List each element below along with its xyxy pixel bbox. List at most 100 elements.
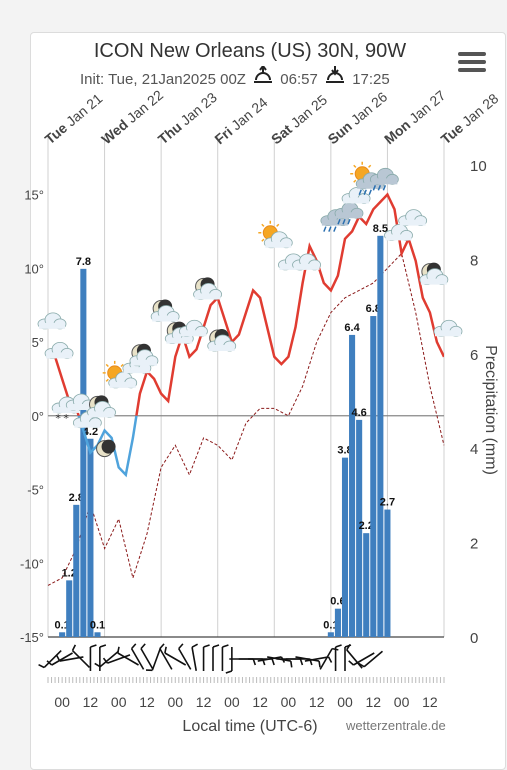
precip-bar [341, 457, 349, 637]
barb-feather [318, 660, 321, 668]
day-label-text: Fri Jan 24 [211, 94, 270, 147]
sun-cloud-icon [258, 220, 293, 249]
rain-drop [323, 226, 327, 232]
day-label-text: Mon Jan 27 [381, 87, 449, 147]
day-label: Tue Jan 21 [42, 90, 106, 147]
menu-bar [458, 52, 486, 56]
wind-barb [191, 643, 199, 671]
cloud-base [194, 293, 221, 300]
hour-tick-label: 12 [252, 694, 268, 710]
rain-drop [328, 226, 332, 232]
cloud-base [343, 197, 370, 204]
sunrise-time: 06:57 [280, 71, 318, 88]
barb-feather [222, 644, 229, 648]
barb-shaft [319, 648, 333, 670]
rain-drop [337, 218, 341, 225]
hour-tick-label: 00 [111, 694, 127, 710]
hamburger-menu-icon[interactable] [458, 52, 486, 74]
moon-cloud-icon [129, 343, 159, 367]
init-label: Init: Tue, 21Jan2025 00Z [80, 71, 246, 88]
hour-tick-label: 12 [83, 694, 99, 710]
cloud-base [420, 278, 447, 285]
wind-barb [212, 644, 220, 671]
barb-feather [327, 656, 333, 663]
precip-label: 4.6 [351, 407, 366, 419]
barb-shaft [43, 649, 62, 669]
hour-tick-label: 00 [394, 694, 410, 710]
right-tick-label: 4 [470, 441, 478, 458]
cloud-icon [44, 341, 74, 359]
sun-ray [353, 179, 357, 183]
moon-cloud-icon [193, 277, 222, 300]
barb-shaft [159, 648, 173, 670]
barb-shaft [178, 648, 192, 670]
barb-feather [71, 644, 77, 651]
wind-barb [46, 652, 73, 666]
hour-tick-label: 12 [422, 694, 438, 710]
wind-barb [304, 656, 333, 663]
cloud-base [166, 337, 193, 344]
rain-drop [358, 189, 362, 196]
cloud-icon [179, 319, 208, 337]
wind-barb [358, 650, 383, 668]
wind-barb [71, 644, 91, 669]
cloud-base [208, 345, 235, 351]
precip-label: 7.8 [76, 256, 91, 268]
right-tick-label: 6 [470, 347, 478, 364]
precip-label: 1.2 [62, 567, 77, 579]
barb-feather [299, 658, 304, 666]
rain-drop [347, 218, 351, 225]
rain-drop [342, 218, 346, 225]
precip-label: 0.1 [54, 619, 69, 631]
credits-link[interactable]: wetterzentrale.de [346, 718, 446, 733]
sun-cloud-icon [102, 360, 138, 389]
day-date: Jan 22 [124, 87, 167, 126]
wind-barb [102, 654, 131, 664]
day-date: Jan 23 [177, 89, 220, 128]
moon-icon [96, 439, 116, 458]
precip-bar [363, 533, 370, 637]
left-tick-label: -15° [20, 630, 44, 645]
day-label-text: Tue Jan 21 [42, 90, 106, 147]
barb-shaft [191, 647, 198, 671]
left-tick-label: -10° [20, 556, 44, 571]
rain-drop [368, 189, 372, 196]
moon-cloud-icon [419, 262, 449, 286]
wind-barb [229, 658, 257, 666]
day-label-text: Sun Jan 26 [325, 88, 391, 147]
precip-label: 2.8 [69, 492, 84, 504]
temperature-line-warm [48, 192, 444, 416]
rain-drop [363, 189, 367, 196]
day-label: Mon Jan 27 [381, 87, 449, 147]
precip-label: 0.1 [323, 619, 338, 631]
right-axis-label: Precipitation (mm) [482, 345, 499, 475]
hour-tick-label: 12 [196, 694, 212, 710]
wind-barb [116, 646, 139, 666]
barb-feather [130, 643, 137, 650]
barb-feather [164, 646, 167, 654]
chart-subtitle: Init: Tue, 21Jan2025 00Z 06:57 17:25 [80, 64, 390, 88]
wind-barb [38, 649, 62, 669]
moon-cloud-icon [150, 299, 180, 322]
barb-shaft [257, 656, 282, 662]
barb-feather [140, 643, 146, 650]
barb-shaft [71, 649, 91, 669]
chart-title: ICON New Orleans (US) 30N, 90W [93, 40, 407, 62]
precip-bar [59, 632, 66, 637]
barb-feather [116, 646, 120, 654]
barb-shaft [346, 649, 363, 669]
day-date: Jan 24 [228, 94, 271, 133]
cloud-icon [384, 223, 413, 241]
day-date: Jan 28 [459, 90, 502, 129]
cloud-base [109, 381, 136, 388]
cloud-base [357, 182, 384, 189]
precip-bar [349, 334, 356, 637]
moon-cloud-icon [207, 329, 237, 352]
precip-label: 2.2 [359, 520, 374, 532]
precip-bar [356, 419, 363, 637]
sun-ray [276, 223, 280, 227]
cloud-base [67, 404, 94, 410]
day-label: Sun Jan 26 [325, 88, 391, 147]
precip-bar [377, 235, 384, 638]
